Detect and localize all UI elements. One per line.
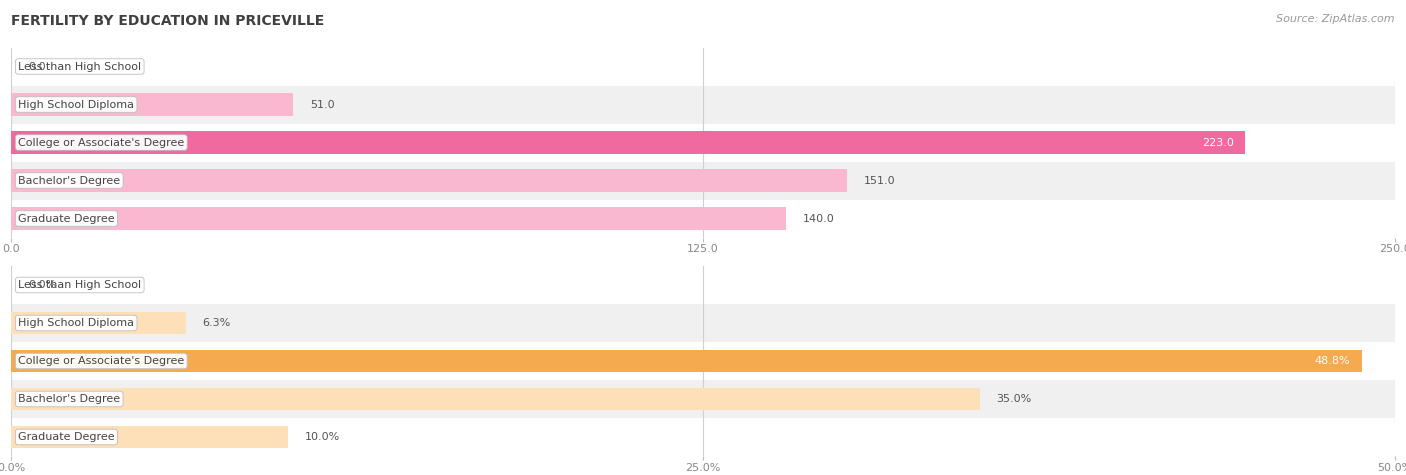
Bar xyxy=(11,207,786,230)
Text: 0.0: 0.0 xyxy=(28,61,45,72)
Bar xyxy=(11,86,1395,124)
Text: High School Diploma: High School Diploma xyxy=(18,318,134,328)
Text: High School Diploma: High School Diploma xyxy=(18,99,134,110)
Bar xyxy=(11,48,1395,86)
Text: Source: ZipAtlas.com: Source: ZipAtlas.com xyxy=(1277,14,1395,24)
Text: 140.0: 140.0 xyxy=(803,213,834,224)
Bar xyxy=(11,312,186,334)
Bar xyxy=(11,350,1361,372)
Bar xyxy=(11,266,1395,304)
Text: College or Associate's Degree: College or Associate's Degree xyxy=(18,356,184,366)
Text: 51.0: 51.0 xyxy=(311,99,335,110)
Bar xyxy=(11,418,1395,456)
Text: FERTILITY BY EDUCATION IN PRICEVILLE: FERTILITY BY EDUCATION IN PRICEVILLE xyxy=(11,14,325,28)
Bar xyxy=(11,124,1395,162)
Text: 0.0%: 0.0% xyxy=(28,280,56,290)
Bar xyxy=(11,162,1395,199)
Bar xyxy=(11,426,288,448)
Bar xyxy=(11,169,846,192)
Bar xyxy=(11,388,980,410)
Text: 6.3%: 6.3% xyxy=(202,318,231,328)
Bar xyxy=(11,380,1395,418)
Text: Less than High School: Less than High School xyxy=(18,280,141,290)
Bar xyxy=(11,200,1395,238)
Text: Less than High School: Less than High School xyxy=(18,61,141,72)
Text: 151.0: 151.0 xyxy=(863,175,896,186)
Text: 10.0%: 10.0% xyxy=(305,432,340,442)
Text: 48.8%: 48.8% xyxy=(1315,356,1351,366)
Text: 223.0: 223.0 xyxy=(1202,137,1234,148)
Text: Graduate Degree: Graduate Degree xyxy=(18,213,115,224)
Bar xyxy=(11,93,294,116)
Text: College or Associate's Degree: College or Associate's Degree xyxy=(18,137,184,148)
Text: Bachelor's Degree: Bachelor's Degree xyxy=(18,394,121,404)
Text: Graduate Degree: Graduate Degree xyxy=(18,432,115,442)
Text: 35.0%: 35.0% xyxy=(997,394,1032,404)
Bar xyxy=(11,304,1395,342)
Bar xyxy=(11,342,1395,380)
Text: Bachelor's Degree: Bachelor's Degree xyxy=(18,175,121,186)
Bar xyxy=(11,131,1246,154)
